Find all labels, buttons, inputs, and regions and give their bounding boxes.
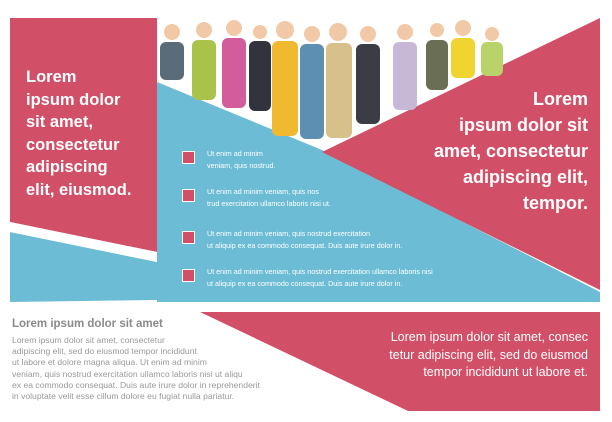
item-text: Ut enim ad minim veniam, quis nos trud ex… [207, 186, 331, 210]
text-line: Lorem [26, 68, 77, 86]
text-line: adipiscing elit, sed do eiusmod tempor i… [12, 346, 197, 357]
right-heading: Lorem ipsum dolor sit amet, consectetur adi… [434, 86, 588, 216]
left-blue [10, 232, 157, 302]
text-line: veniam, quis nostrud exercitation ullamc… [12, 368, 243, 379]
text-line: elit, eiusmod. [26, 180, 132, 199]
text-line: tetur adipiscing elit, sed do eiusmod [389, 347, 588, 362]
text-line: Lorem ipsum dolor sit amet, consec [390, 330, 588, 344]
list-item: Ut enim ad minim veniam, quis nostrud ex… [182, 228, 402, 252]
bottom-panel [200, 312, 600, 411]
bottom-right-body: Lorem ipsum dolor sit amet, consec tetur … [389, 329, 588, 382]
text-line: consectetur [26, 135, 120, 154]
item-icon [182, 269, 195, 282]
center-blue [157, 82, 600, 302]
text-line: ipsum dolor sit [458, 115, 588, 135]
text-line: adipiscing elit, [462, 167, 588, 187]
text-line: ut labore et dolore magna aliqua. Ut eni… [12, 357, 207, 368]
text-line: amet, consectetur [433, 141, 588, 161]
text-line: veniam, quis nostrud. [207, 161, 276, 170]
item-text: Ut enim ad minim veniam, quis nostrud ex… [207, 228, 402, 252]
text-line: Ut enim ad minim veniam, quis nostrud ex… [207, 267, 433, 276]
text-line: Ut enim ad minim veniam, quis nos [207, 187, 319, 196]
text-line: ex ea commodo consequat. Duis aute irure… [12, 379, 260, 390]
text-line: Ut enim ad minim [207, 149, 263, 158]
text-line: trud exercitation ullamco laboris nisi u… [207, 199, 331, 208]
text-line: sit amet, [26, 113, 93, 131]
bottom-left-title: Lorem ipsum dolor sit amet [12, 318, 163, 330]
list-item: Ut enim ad minim veniam, quis nos trud ex… [182, 186, 331, 210]
text-line: adipiscing [26, 158, 108, 176]
text-line: ut aliquip ex ea commodo consequat. Duis… [207, 241, 403, 250]
text-line: tempor incididunt ut labore et. [423, 365, 588, 379]
people-illustration [160, 20, 503, 139]
stripe [10, 222, 157, 262]
text-line: Lorem ipsum dolor sit amet, consectetur [12, 335, 165, 345]
text-line: Lorem [532, 89, 588, 109]
item-icon [182, 189, 195, 202]
item-text: Ut enim ad minim veniam, quis nostrud ex… [207, 266, 433, 290]
text-line: tempor. [522, 193, 588, 213]
list-item: Ut enim ad minim veniam, quis nostrud ex… [182, 266, 433, 290]
list-item: Ut enim ad minim veniam, quis nostrud. [182, 148, 275, 172]
item-icon [182, 231, 195, 244]
text-line: Ut enim ad minim veniam, quis nostrud ex… [207, 229, 370, 238]
bottom-left-body: Lorem ipsum dolor sit amet, consectetur a… [12, 335, 260, 402]
text-line: ut aliquip ex ea commodo consequat. Duis… [207, 279, 403, 288]
text-line: in voluptate velit esse cillum dolore eu… [12, 391, 235, 402]
text-line: ipsum dolor [26, 90, 121, 109]
left-heading: Lorem ipsum dolor sit amet, consectetur adip… [26, 66, 131, 201]
item-icon [182, 151, 195, 164]
left-panel [10, 18, 157, 252]
right-panel [322, 18, 600, 290]
item-text: Ut enim ad minim veniam, quis nostrud. [207, 148, 275, 172]
